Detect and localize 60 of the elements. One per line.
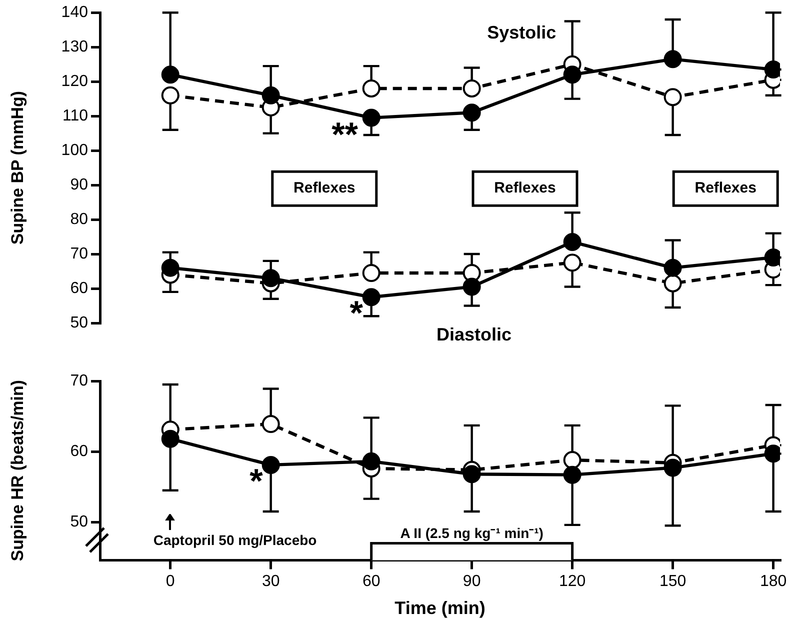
annotation: *: [350, 294, 364, 333]
y-tick-label: 50: [70, 314, 88, 332]
y-tick-label: 70: [70, 245, 88, 262]
band-label: A II (2.5 ng kg⁻¹ min⁻¹): [400, 525, 544, 542]
x-tick-label: 60: [362, 573, 380, 590]
y-tick-label: 60: [70, 442, 88, 460]
x-tick-label: 30: [262, 573, 280, 590]
point: [462, 465, 481, 484]
point: [161, 430, 180, 448]
y-axis-title: Supine HR (beats/min): [8, 380, 27, 562]
point: [563, 466, 582, 484]
y-tick-label: 90: [70, 176, 88, 194]
point: [462, 104, 481, 122]
point: [262, 86, 280, 104]
point: [161, 66, 180, 84]
annotation: *: [250, 462, 264, 500]
x-axis-title: Time (min): [394, 598, 486, 618]
point: [362, 264, 380, 282]
y-tick-label: 100: [61, 142, 88, 159]
point: [262, 269, 280, 288]
point: [563, 254, 582, 272]
x-tick-label: 120: [558, 573, 586, 590]
x-tick-label: 150: [659, 573, 686, 590]
y-tick-label: 110: [62, 107, 88, 124]
annotation: Systolic: [487, 22, 556, 42]
annotation: Reflexes: [494, 180, 556, 197]
x-tick-label: 180: [760, 573, 787, 590]
y-tick-label: 80: [70, 210, 88, 228]
point: [664, 274, 682, 292]
text: Diastolic: [436, 324, 512, 344]
y-tick-label: 120: [61, 72, 88, 90]
point: [362, 79, 380, 98]
point: [262, 456, 280, 474]
point: [161, 86, 180, 104]
y-tick-label: 130: [61, 38, 88, 56]
y-axis-title: Supine BP (mmHg): [8, 90, 27, 245]
point: [462, 278, 481, 296]
point: [664, 50, 682, 68]
point: [563, 232, 582, 251]
point: [362, 288, 380, 306]
point: [462, 79, 481, 98]
point: [664, 458, 682, 477]
point: [664, 258, 682, 277]
y-tick-label: 50: [70, 514, 88, 531]
y-tick-label: 140: [61, 4, 88, 22]
annotation: Reflexes: [694, 180, 756, 197]
x-tick-label: 0: [166, 573, 175, 590]
point: [262, 415, 280, 434]
point: [161, 258, 180, 277]
y-tick-label: 70: [70, 372, 88, 390]
point: [563, 451, 582, 470]
point: [563, 66, 582, 84]
point: [664, 88, 682, 106]
annotation: Captopril 50 mg/Placebo: [153, 532, 317, 548]
annotation: **: [332, 116, 359, 154]
point: [362, 452, 380, 470]
point: [362, 108, 380, 127]
y-tick-label: 60: [70, 280, 88, 297]
annotation: Reflexes: [294, 180, 356, 197]
x-tick-label: 90: [462, 573, 481, 590]
